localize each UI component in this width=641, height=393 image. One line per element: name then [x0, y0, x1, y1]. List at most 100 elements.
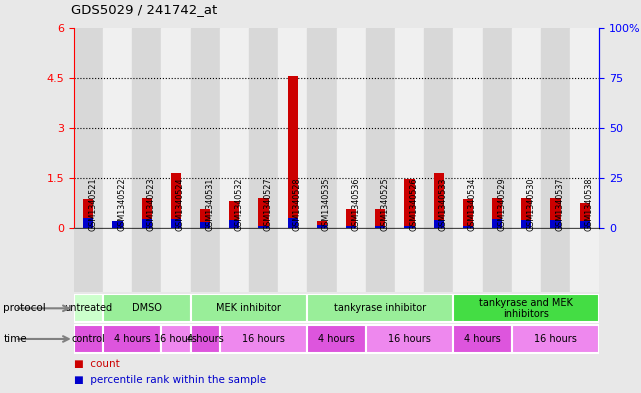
Bar: [337, 28, 366, 228]
Text: GSM1340536: GSM1340536: [351, 177, 360, 231]
Text: GSM1340523: GSM1340523: [147, 177, 156, 231]
Bar: [171, 219, 181, 228]
Bar: [424, 28, 453, 228]
Text: GSM1340527: GSM1340527: [263, 177, 272, 231]
Bar: [395, 228, 424, 292]
Text: GSM1340528: GSM1340528: [293, 177, 302, 231]
Bar: [132, 228, 162, 292]
Text: GSM1340530: GSM1340530: [526, 177, 535, 231]
Bar: [74, 28, 103, 228]
Bar: [375, 209, 385, 228]
Bar: [278, 228, 307, 292]
Bar: [190, 28, 220, 228]
Bar: [521, 198, 531, 228]
Bar: [551, 220, 561, 228]
Text: 4 hours: 4 hours: [187, 334, 224, 344]
Bar: [249, 228, 278, 292]
Bar: [375, 226, 385, 228]
Bar: [453, 228, 483, 292]
Text: GSM1340526: GSM1340526: [410, 177, 419, 231]
Bar: [83, 218, 94, 228]
Text: MEK inhibitor: MEK inhibitor: [217, 303, 281, 313]
Bar: [132, 28, 162, 228]
Bar: [512, 28, 541, 228]
Bar: [317, 225, 327, 228]
Bar: [512, 228, 541, 292]
Bar: [220, 228, 249, 292]
Bar: [258, 198, 269, 228]
Bar: [463, 226, 473, 228]
Bar: [453, 325, 512, 353]
Text: 16 hours: 16 hours: [242, 334, 285, 344]
Bar: [190, 294, 307, 322]
Bar: [103, 228, 132, 292]
Bar: [74, 294, 103, 322]
Bar: [278, 28, 307, 228]
Bar: [307, 325, 366, 353]
Text: 16 hours: 16 hours: [154, 334, 197, 344]
Bar: [424, 228, 453, 292]
Bar: [395, 28, 424, 228]
Bar: [366, 228, 395, 292]
Bar: [220, 28, 249, 228]
Bar: [74, 325, 103, 353]
Bar: [103, 28, 132, 228]
Bar: [162, 228, 190, 292]
Bar: [142, 198, 152, 228]
Bar: [492, 198, 503, 228]
Bar: [492, 219, 503, 228]
Bar: [162, 28, 190, 228]
Bar: [404, 226, 415, 228]
Bar: [229, 220, 240, 228]
Bar: [463, 199, 473, 228]
Bar: [103, 325, 162, 353]
Bar: [453, 294, 599, 322]
Text: GDS5029 / 241742_at: GDS5029 / 241742_at: [71, 3, 217, 16]
Bar: [346, 226, 356, 228]
Bar: [551, 198, 561, 228]
Bar: [483, 228, 512, 292]
Bar: [200, 209, 210, 228]
Text: tankyrase and MEK
inhibitors: tankyrase and MEK inhibitors: [479, 298, 573, 319]
Text: GSM1340533: GSM1340533: [438, 177, 447, 231]
Bar: [579, 221, 590, 228]
Bar: [570, 28, 599, 228]
Text: GSM1340531: GSM1340531: [205, 177, 214, 231]
Text: 4 hours: 4 hours: [113, 334, 151, 344]
Text: 16 hours: 16 hours: [388, 334, 431, 344]
Text: GSM1340535: GSM1340535: [322, 177, 331, 231]
Bar: [112, 222, 122, 228]
Bar: [249, 28, 278, 228]
Bar: [307, 28, 337, 228]
Bar: [112, 221, 122, 228]
Text: 4 hours: 4 hours: [464, 334, 501, 344]
Text: GSM1340521: GSM1340521: [88, 177, 97, 231]
Bar: [579, 202, 590, 228]
Bar: [337, 228, 366, 292]
Bar: [483, 28, 512, 228]
Bar: [258, 226, 269, 228]
Bar: [512, 325, 599, 353]
Text: GSM1340524: GSM1340524: [176, 177, 185, 231]
Bar: [142, 219, 152, 228]
Text: tankyrase inhibitor: tankyrase inhibitor: [334, 303, 426, 313]
Text: 4 hours: 4 hours: [318, 334, 355, 344]
Text: untreated: untreated: [64, 303, 112, 313]
Bar: [366, 28, 395, 228]
Bar: [103, 294, 190, 322]
Bar: [171, 173, 181, 228]
Bar: [307, 294, 453, 322]
Bar: [541, 228, 570, 292]
Text: 16 hours: 16 hours: [534, 334, 577, 344]
Bar: [317, 221, 327, 228]
Bar: [453, 28, 483, 228]
Text: ■  count: ■ count: [74, 360, 119, 369]
Text: GSM1340538: GSM1340538: [585, 177, 594, 231]
Bar: [74, 228, 103, 292]
Text: control: control: [71, 334, 105, 344]
Bar: [288, 76, 298, 228]
Bar: [307, 228, 337, 292]
Bar: [288, 218, 298, 228]
Text: GSM1340534: GSM1340534: [468, 177, 477, 231]
Bar: [229, 201, 240, 228]
